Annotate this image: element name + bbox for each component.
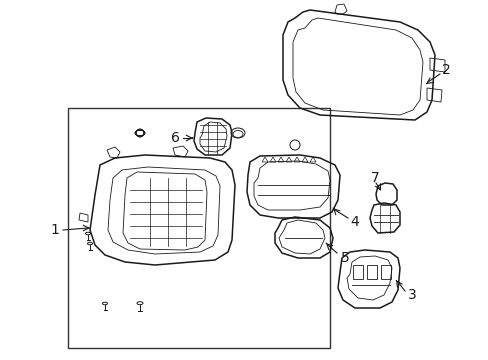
- Bar: [380, 265, 390, 279]
- Text: 6: 6: [170, 131, 179, 145]
- Bar: [68, 108, 329, 348]
- Text: 2: 2: [441, 63, 449, 77]
- Bar: [366, 265, 376, 279]
- Text: 4: 4: [350, 215, 359, 229]
- Bar: [352, 265, 362, 279]
- Text: 3: 3: [407, 288, 415, 302]
- Text: 7: 7: [370, 171, 379, 185]
- Text: 1: 1: [50, 223, 60, 237]
- Text: 5: 5: [340, 251, 348, 265]
